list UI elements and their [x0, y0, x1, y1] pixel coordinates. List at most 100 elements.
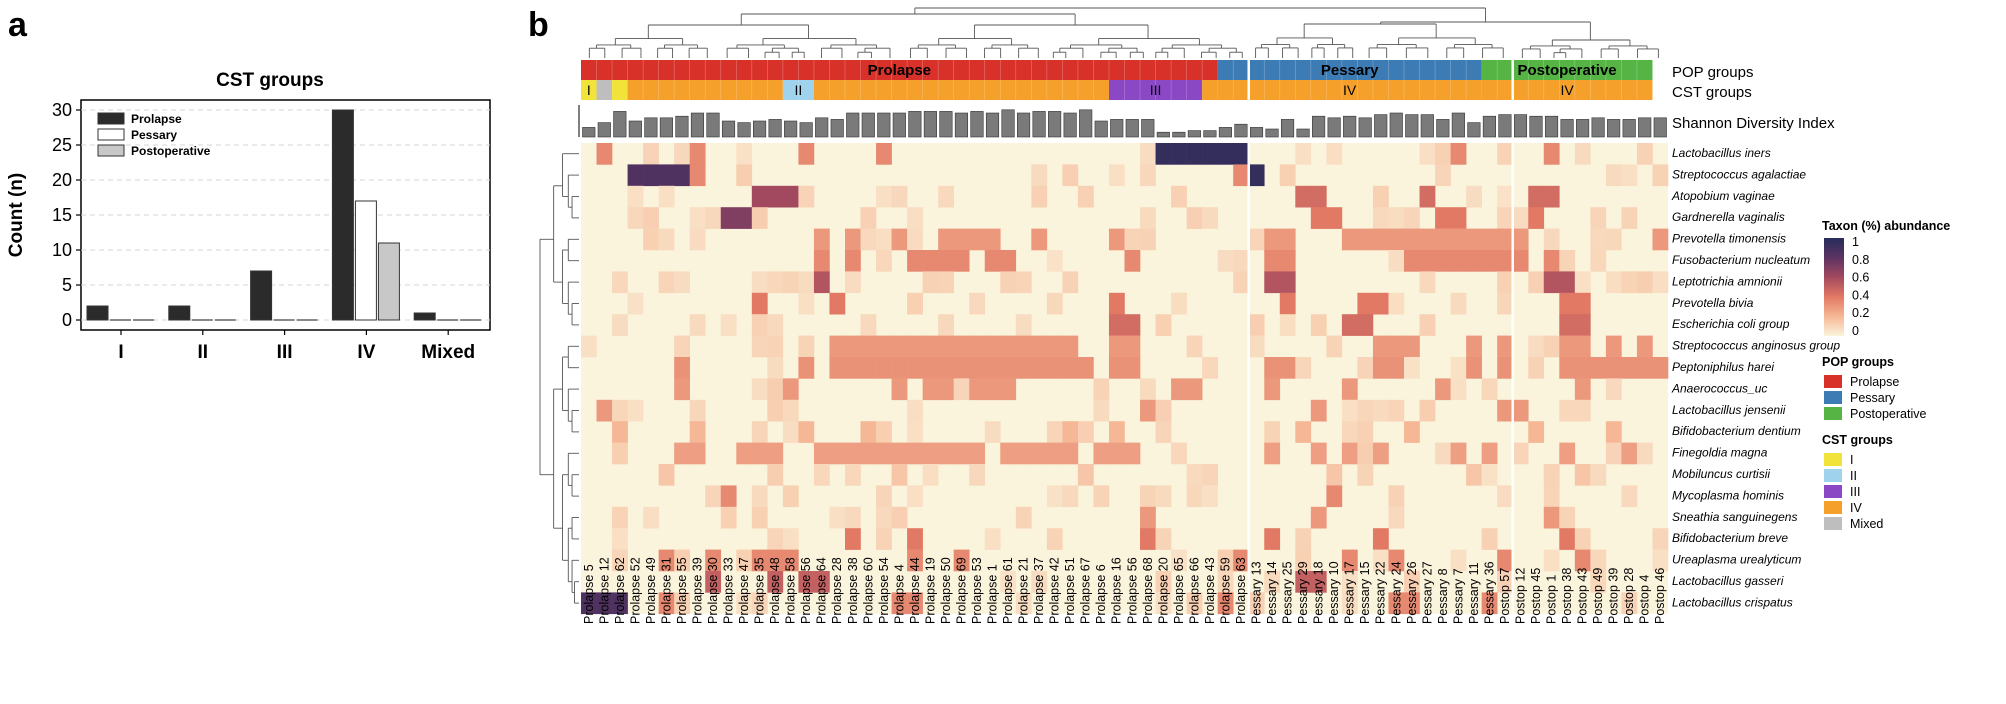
heat-cell — [829, 335, 846, 358]
heat-cell — [705, 571, 722, 593]
heat-cell — [1248, 335, 1265, 358]
heat-cell — [969, 228, 986, 251]
sample-labels: Prolapse 5 Prolapse 12 Prolapse 62 Prolapse… — [582, 557, 1667, 624]
heat-cell — [876, 143, 892, 165]
colorbar-ramp — [1824, 238, 1844, 336]
taxon-label: Escherichia coli group — [1672, 317, 1790, 331]
heat-cell — [1341, 442, 1358, 465]
heat-cell — [674, 549, 690, 572]
heat-cell — [1062, 164, 1079, 187]
heat-cell — [736, 592, 753, 615]
heat-cell — [1279, 292, 1296, 315]
sample-label: Prolapse 1 — [986, 564, 1000, 624]
heat-cell — [1543, 464, 1560, 486]
heat-cell — [1621, 592, 1638, 615]
heat-cell — [1233, 271, 1250, 294]
heat-cell — [1186, 143, 1203, 165]
heat-cell — [1481, 250, 1498, 272]
heat-cell — [1264, 271, 1281, 294]
heat-cell — [844, 250, 861, 272]
heat-cell — [1512, 228, 1529, 251]
heat-cell — [1357, 442, 1374, 465]
cst-block-label: I — [587, 82, 591, 98]
sample-label: Prolapse 60 — [861, 557, 875, 624]
heat-cell — [1031, 335, 1048, 358]
heat-cell — [1372, 528, 1389, 550]
heat-cell — [1062, 485, 1079, 508]
heat-cell — [1326, 143, 1343, 165]
heat-cell — [922, 271, 939, 294]
heat-cell — [1295, 421, 1312, 443]
heat-cell — [1590, 357, 1607, 379]
heat-cell — [1450, 357, 1467, 379]
cst-block-label: II — [795, 82, 803, 98]
heat-cell — [1093, 399, 1110, 422]
heat-cell — [1031, 442, 1048, 465]
heat-cell — [860, 421, 877, 443]
shannon-bar — [1591, 117, 1605, 138]
legend-label-pessary: Pessary — [131, 128, 177, 142]
shannon-row-label: Shannon Diversity Index — [1672, 115, 1835, 132]
heat-cell — [813, 250, 830, 272]
heat-cell — [1543, 335, 1560, 358]
sample-label: Postop 43 — [1576, 568, 1590, 624]
bar-prolapse-mixed — [413, 312, 436, 321]
heat-cell — [1388, 335, 1405, 358]
heat-cell — [751, 592, 768, 615]
heat-cell — [658, 271, 675, 294]
heat-cell — [1155, 485, 1172, 508]
sample-label: Prolapse 6 — [1094, 564, 1108, 624]
sample-label: Pessary 24 — [1389, 561, 1403, 624]
heat-cell — [1202, 464, 1218, 486]
heat-cell — [689, 399, 706, 422]
pop-band-postoperative — [1481, 60, 1653, 80]
bar-prolapse-ii — [168, 305, 191, 321]
shannon-bar — [815, 117, 829, 138]
cst-legend-label: I — [1850, 453, 1853, 467]
heat-cell — [1497, 250, 1514, 272]
shannon-bar — [1249, 127, 1264, 138]
heat-cell — [1497, 571, 1514, 593]
heat-cell — [1652, 228, 1669, 251]
heat-cell — [782, 271, 799, 294]
shannon-bar — [1653, 117, 1667, 138]
heat-cell — [1233, 143, 1250, 165]
heat-cell — [596, 143, 613, 165]
heat-cell — [1357, 421, 1374, 443]
heat-cell — [1264, 228, 1281, 251]
heat-cell — [1155, 399, 1172, 422]
heat-cell — [1652, 271, 1669, 294]
heat-cell — [1559, 506, 1576, 529]
taxon-label: Finegoldia magna — [1672, 446, 1768, 460]
heat-cell — [1621, 207, 1638, 229]
heat-cell — [674, 271, 690, 294]
y-tick-label: 10 — [52, 240, 72, 260]
heat-cell — [1357, 357, 1374, 379]
heat-cell — [1264, 571, 1281, 593]
heat-cell — [907, 485, 923, 508]
shannon-bar — [1141, 119, 1155, 138]
heat-cell — [1372, 292, 1389, 315]
heat-cell — [643, 143, 659, 165]
heat-cell — [953, 228, 970, 251]
heat-cell — [782, 378, 799, 401]
shannon-bar — [939, 111, 953, 138]
heat-cell — [1155, 314, 1172, 336]
heat-cell — [1419, 399, 1436, 422]
shannon-bar — [1482, 115, 1496, 138]
heat-cell — [860, 357, 877, 379]
heat-cell — [1481, 378, 1498, 401]
shannon-bar — [1172, 131, 1186, 138]
heat-cell — [1062, 421, 1079, 443]
heat-cell — [1000, 335, 1017, 358]
heat-cell — [1636, 271, 1653, 294]
heat-cell — [674, 164, 690, 187]
pop-groups-band: Prolapse Pessary Postoperative — [581, 60, 1653, 80]
heat-cell — [1388, 250, 1405, 272]
heat-cell — [1574, 271, 1591, 294]
heat-cell — [1217, 549, 1234, 572]
heat-cell — [751, 421, 768, 443]
y-tick-label: 0 — [62, 310, 72, 330]
heat-cell — [1046, 292, 1063, 315]
